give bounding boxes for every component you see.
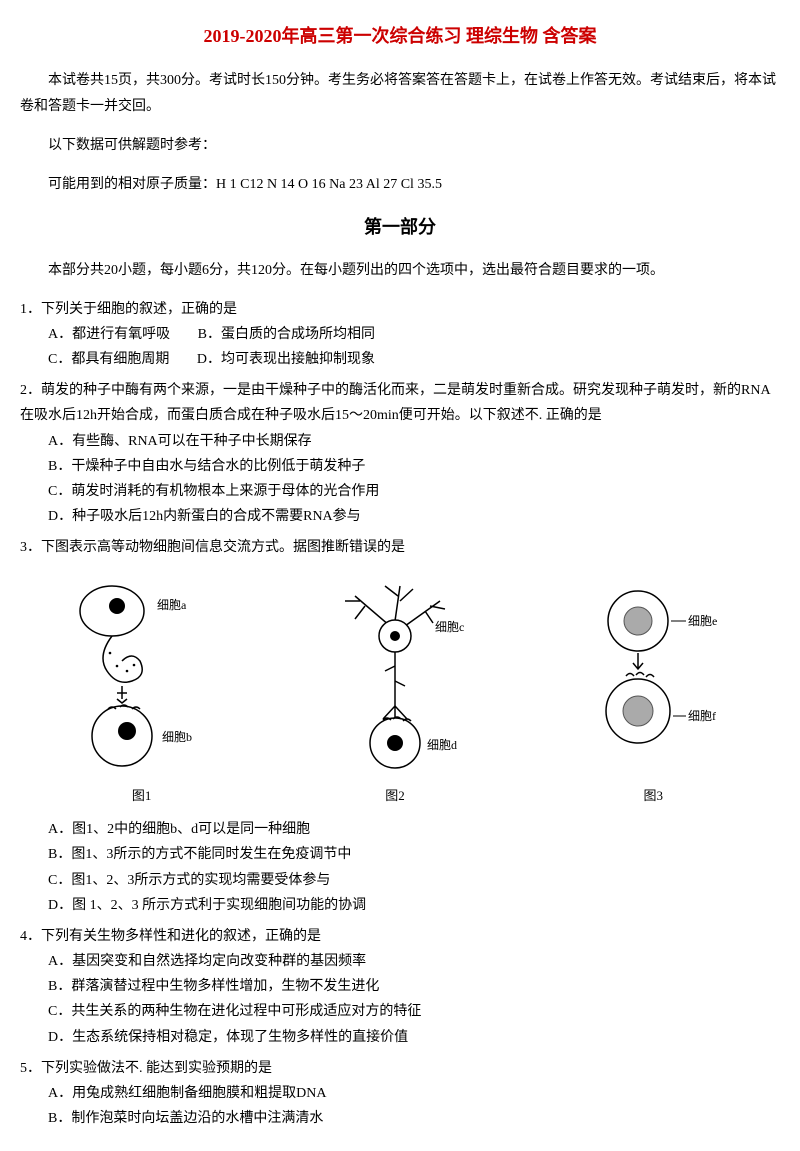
figure-2-caption: 图2 (305, 784, 485, 807)
figure-2: 细胞c 细胞d 图2 (305, 571, 485, 808)
q5-option-b: B．制作泡菜时向坛盖边沿的水槽中注满清水 (20, 1106, 780, 1131)
q2-stem: 2．萌发的种子中酶有两个来源，一是由干燥种子中的酶活化而来，二是萌发时重新合成。… (20, 378, 780, 428)
q4-stem: 4．下列有关生物多样性和进化的叙述，正确的是 (20, 924, 780, 949)
q3-option-a: A．图1、2中的细胞b、d可以是同一种细胞 (20, 817, 780, 842)
q1-stem: 1．下列关于细胞的叙述，正确的是 (20, 297, 780, 322)
reference-data-heading: 以下数据可供解题时参考： (20, 133, 780, 158)
question-2: 2．萌发的种子中酶有两个来源，一是由干燥种子中的酶活化而来，二是萌发时重新合成。… (20, 378, 780, 529)
q4-option-c: C．共生关系的两种生物在进化过程中可形成适应对方的特征 (20, 999, 780, 1024)
q2-option-d: D．种子吸水后12h内新蛋白的合成不需要RNA参与 (20, 504, 780, 529)
figure-2-svg: 细胞c 细胞d (305, 571, 485, 771)
q1-option-d: D．均可表现出接触抑制现象 (197, 347, 375, 372)
atomic-mass-reference: 可能用到的相对原子质量：H 1 C12 N 14 O 16 Na 23 Al 2… (20, 172, 780, 197)
question-4: 4．下列有关生物多样性和进化的叙述，正确的是 A．基因突变和自然选择均定向改变种… (20, 924, 780, 1050)
q5-stem: 5．下列实验做法不. 能达到实验预期的是 (20, 1056, 780, 1081)
q5-option-a: A．用兔成熟红细胞制备细胞膜和粗提取DNA (20, 1081, 780, 1106)
page-title: 2019-2020年高三第一次综合练习 理综生物 含答案 (20, 20, 780, 52)
q2-option-b: B．干燥种子中自由水与结合水的比例低于萌发种子 (20, 454, 780, 479)
figure-1-caption: 图1 (62, 784, 222, 807)
question-5: 5．下列实验做法不. 能达到实验预期的是 A．用兔成熟红细胞制备细胞膜和粗提取D… (20, 1056, 780, 1132)
question-1: 1．下列关于细胞的叙述，正确的是 A．都进行有氧呼吸 B．蛋白质的合成场所均相同… (20, 297, 780, 373)
fig3-label-cell-f: 细胞f (688, 709, 716, 723)
figure-1-svg: 细胞a 细胞b (62, 571, 222, 771)
q3-figures: 细胞a 细胞b 图1 (20, 571, 780, 808)
exam-intro-paragraph: 本试卷共15页，共300分。考试时长150分钟。考生务必将答案答在答题卡上，在试… (20, 68, 780, 118)
fig3-label-cell-e: 细胞e (688, 614, 717, 628)
q1-option-c: C．都具有细胞周期 (48, 347, 169, 372)
section-1-intro: 本部分共20小题，每小题6分，共120分。在每小题列出的四个选项中，选出最符合题… (20, 258, 780, 283)
q1-option-b: B．蛋白质的合成场所均相同 (198, 322, 375, 347)
section-1-title: 第一部分 (20, 211, 780, 243)
q4-option-b: B．群落演替过程中生物多样性增加，生物不发生进化 (20, 974, 780, 999)
figure-1: 细胞a 细胞b 图1 (62, 571, 222, 808)
fig2-label-cell-d: 细胞d (427, 738, 457, 752)
q3-option-b: B．图1、3所示的方式不能同时发生在免疫调节中 (20, 842, 780, 867)
figure-3-caption: 图3 (568, 784, 738, 807)
q3-stem: 3．下图表示高等动物细胞间信息交流方式。据图推断错误的是 (20, 535, 780, 560)
fig1-label-cell-a: 细胞a (157, 598, 187, 612)
q2-option-c: C．萌发时消耗的有机物根本上来源于母体的光合作用 (20, 479, 780, 504)
q2-option-a: A．有些酶、RNA可以在干种子中长期保存 (20, 429, 780, 454)
figure-3: 细胞e 细胞f 图3 (568, 571, 738, 808)
q4-option-a: A．基因突变和自然选择均定向改变种群的基因频率 (20, 949, 780, 974)
question-3: 3．下图表示高等动物细胞间信息交流方式。据图推断错误的是 细胞a 细胞b (20, 535, 780, 918)
q4-option-d: D．生态系统保持相对稳定，体现了生物多样性的直接价值 (20, 1025, 780, 1050)
fig2-label-cell-c: 细胞c (435, 620, 464, 634)
q1-option-a: A．都进行有氧呼吸 (48, 322, 170, 347)
q3-option-d: D．图 1、2、3 所示方式利于实现细胞间功能的协调 (20, 893, 780, 918)
fig1-label-cell-b: 细胞b (162, 730, 192, 744)
q3-option-c: C．图1、2、3所示方式的实现均需要受体参与 (20, 868, 780, 893)
figure-3-svg: 细胞e 细胞f (568, 571, 738, 771)
